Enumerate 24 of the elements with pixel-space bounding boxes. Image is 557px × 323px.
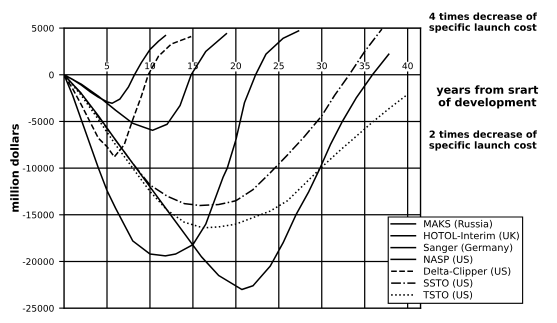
- legend-label: MAKS (Russia): [424, 220, 492, 229]
- x-tick-label: 5: [104, 62, 110, 70]
- x-tick-label: 40: [402, 62, 413, 70]
- x-tick-label: 25: [274, 62, 284, 70]
- legend-label: HOTOL-Interim (UK): [424, 232, 519, 240]
- y-tick-label: 0: [49, 72, 54, 78]
- text: 2 times decrease of specific launch cost: [429, 130, 537, 151]
- x-tick-label: 20: [230, 62, 241, 70]
- y-tick-label: 5000: [32, 24, 54, 32]
- y-tick-label: -20000: [22, 258, 54, 266]
- x-tick-label: 30: [316, 62, 327, 70]
- x-axis-title: years from srart of development: [436, 85, 538, 109]
- legend-label: NASP (US): [424, 255, 472, 264]
- legend-label: SSTO (US): [424, 279, 472, 288]
- legend-label: Delta-Clipper (US): [424, 267, 510, 277]
- y-tick-label: -5000: [28, 118, 54, 126]
- x-tick-label: 35: [360, 62, 370, 70]
- legend-label: Sanger (Germany): [424, 244, 512, 254]
- y-tick-label: -25000: [22, 304, 54, 312]
- y-tick-label: -10000: [22, 164, 54, 172]
- y-axis-title: million dollars: [10, 124, 19, 212]
- legend-label: TSTO (US): [423, 290, 472, 300]
- text: 4 times decrease of specific launch cost: [429, 12, 537, 33]
- y-tick-label: -15000: [22, 212, 54, 218]
